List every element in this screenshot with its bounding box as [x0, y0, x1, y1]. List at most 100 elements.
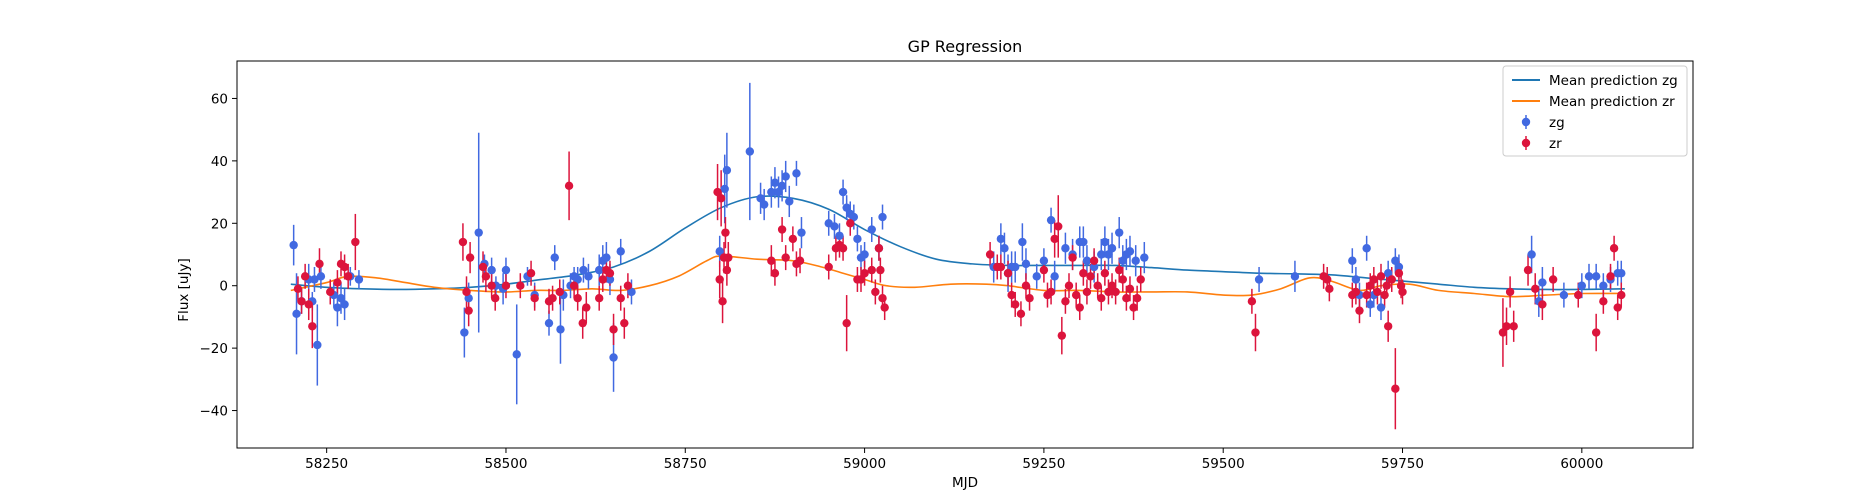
- point-zr: [1054, 222, 1063, 231]
- point-zr: [465, 253, 475, 262]
- legend-swatch-point: [1521, 117, 1531, 127]
- point-zr: [1097, 293, 1106, 303]
- point-zr: [878, 293, 887, 303]
- point-zg: [1362, 244, 1371, 253]
- x-axis-ticks: 58250 58500 58750 59000 59250 59500 59750 60000: [305, 448, 1603, 472]
- point-zr: [1531, 284, 1540, 294]
- point-zg: [1591, 272, 1601, 281]
- point-zr: [616, 293, 625, 303]
- point-zg: [1125, 247, 1135, 256]
- point-zr: [1050, 234, 1059, 244]
- point-zg: [1254, 275, 1264, 284]
- point-zr: [880, 303, 889, 312]
- point-zg: [474, 228, 483, 237]
- point-zr: [1382, 281, 1391, 290]
- point-zg: [770, 178, 780, 187]
- point-zr: [1021, 281, 1031, 290]
- point-zr: [623, 281, 633, 290]
- point-zr: [462, 287, 471, 297]
- point-zg: [781, 172, 790, 181]
- point-zr: [1591, 328, 1601, 337]
- point-zr: [1125, 284, 1135, 294]
- x-axis-label: MJD: [952, 475, 978, 491]
- point-zr: [1606, 272, 1615, 281]
- point-zg: [767, 187, 776, 197]
- point-zr: [308, 322, 317, 331]
- point-zr: [1089, 256, 1099, 265]
- point-zg: [616, 247, 625, 256]
- point-zg: [1559, 290, 1569, 300]
- point-zg: [1118, 256, 1127, 265]
- point-zg: [333, 303, 342, 312]
- point-zg: [354, 275, 364, 284]
- point-zr: [1505, 287, 1515, 297]
- legend-label: zr: [1549, 136, 1562, 152]
- axes-frame: [236, 60, 1694, 449]
- legend-label: Mean prediction zr: [1549, 94, 1675, 110]
- point-zr: [1366, 281, 1375, 290]
- point-zg: [720, 184, 729, 194]
- point-zr: [1025, 293, 1034, 303]
- point-zg: [745, 147, 755, 156]
- point-zr: [777, 225, 787, 234]
- legend-box: [1502, 65, 1688, 157]
- point-zg: [849, 212, 859, 222]
- point-zg: [722, 166, 732, 175]
- point-zg: [996, 234, 1006, 244]
- point-zg: [627, 287, 636, 297]
- point-zg: [1097, 250, 1106, 259]
- point-zg: [1000, 244, 1009, 253]
- x-tick-label: 58750: [664, 456, 707, 472]
- point-zr: [340, 262, 349, 272]
- point-zr: [1111, 287, 1120, 297]
- point-zr: [1398, 287, 1407, 297]
- x-tick-label: 59250: [1022, 456, 1065, 472]
- point-zg: [1100, 237, 1110, 247]
- point-zr: [1362, 290, 1371, 300]
- point-zr: [304, 300, 313, 309]
- point-zr: [867, 265, 876, 275]
- point-zr: [343, 272, 353, 281]
- point-zr: [1323, 275, 1332, 284]
- point-zr: [569, 281, 579, 290]
- point-zr: [1061, 297, 1070, 306]
- point-zr: [315, 259, 324, 269]
- point-zr: [1574, 290, 1583, 300]
- point-zr: [713, 187, 722, 197]
- point-zg: [842, 203, 851, 212]
- point-zr: [1086, 272, 1095, 281]
- point-zg: [867, 225, 876, 234]
- point-zr: [824, 262, 833, 272]
- point-zg: [1082, 256, 1092, 265]
- point-zr: [1079, 269, 1088, 278]
- point-zg: [756, 194, 765, 203]
- point-zr: [1104, 287, 1113, 297]
- point-zr: [1016, 309, 1026, 318]
- point-zg: [487, 265, 496, 275]
- point-zg: [1061, 244, 1070, 253]
- y-axis-label: Flux [uJy]: [176, 258, 192, 321]
- point-zg: [1577, 281, 1587, 290]
- point-zr: [1068, 253, 1077, 262]
- point-zg: [1131, 256, 1140, 265]
- point-zr: [1383, 322, 1393, 331]
- point-zg: [792, 169, 801, 178]
- point-zr: [1509, 322, 1518, 331]
- point-zr: [718, 297, 727, 306]
- point-zg: [1351, 275, 1361, 284]
- point-zr: [856, 275, 866, 284]
- point-zg: [715, 247, 724, 256]
- point-zg: [609, 353, 618, 362]
- point-zg: [878, 212, 887, 222]
- point-zr: [326, 287, 335, 297]
- point-zr: [1039, 265, 1049, 275]
- point-zr: [722, 265, 732, 275]
- point-zg: [1018, 237, 1027, 247]
- point-zr: [1502, 322, 1511, 331]
- point-zg: [1290, 272, 1300, 281]
- point-zr: [464, 306, 473, 315]
- point-zg: [1383, 269, 1393, 278]
- point-zg: [1115, 228, 1124, 237]
- point-zr: [876, 265, 885, 275]
- point-zr: [491, 293, 500, 303]
